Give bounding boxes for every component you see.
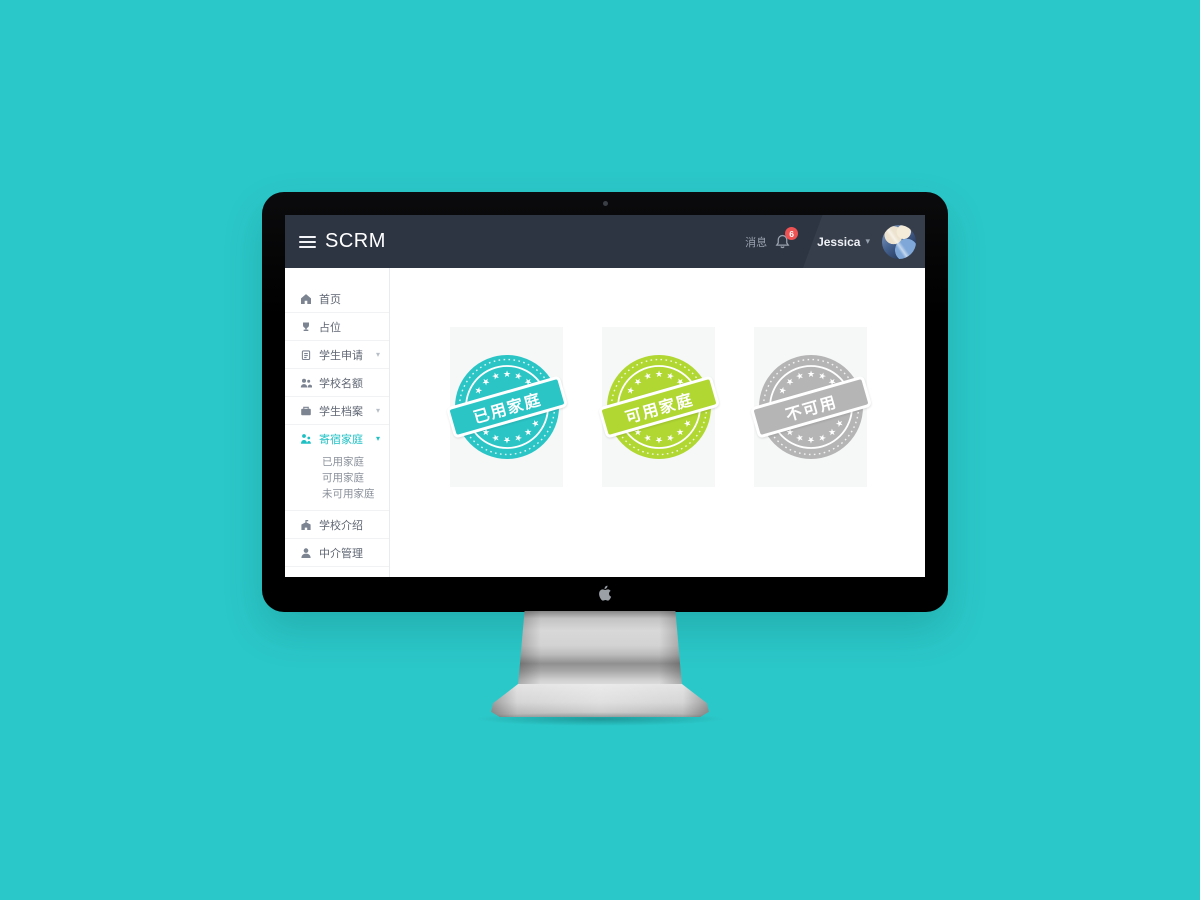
svg-text:★: ★ [806,369,814,379]
users-icon [300,377,312,389]
card-used-families[interactable]: ★★★★★★★★★★★★★★ 已用家庭 [445,327,568,487]
svg-text:★: ★ [502,369,510,379]
main-content: ★★★★★★★★★★★★★★ 已用家庭 ★★★★★★★★★★★★★★ [390,268,925,577]
svg-text:★: ★ [642,370,653,382]
svg-text:★: ★ [816,432,827,444]
svg-text:★: ★ [624,385,637,397]
svg-text:★: ★ [512,370,523,382]
home-icon [300,293,312,305]
svg-text:★: ★ [502,435,510,445]
svg-text:★: ★ [833,418,846,430]
apple-logo-icon [598,584,613,602]
clipboard-icon [300,349,312,361]
sidebar-item-school-quota[interactable]: 学校名额 [285,369,389,397]
sidebar-item-host-family[interactable]: 寄宿家庭 ▾ 已用家庭 可用家庭 未可用家庭 [285,425,389,511]
sidebar-item-student-files[interactable]: 学生档案 ▾ [285,397,389,425]
briefcase-icon [300,405,312,417]
sidebar-item-home[interactable]: 首页 [285,285,389,313]
monitor-stand-base [491,684,709,717]
monitor-shadow [475,712,725,726]
chevron-down-icon: ▾ [375,350,380,359]
svg-text:★: ★ [664,432,675,444]
sidebar-item-agency-management[interactable]: 中介管理 [285,539,389,567]
svg-text:★: ★ [806,435,814,445]
svg-text:★: ★ [642,432,653,444]
submenu-item-unavailable-families[interactable]: 未可用家庭 [322,488,375,500]
submenu-item-used-families[interactable]: 已用家庭 [322,456,364,468]
brand-logo: SCRM [325,230,386,252]
svg-text:★: ★ [490,432,501,444]
svg-text:★: ★ [490,370,501,382]
svg-text:★: ★ [664,370,675,382]
host-family-submenu: 已用家庭 可用家庭 未可用家庭 [285,452,389,510]
svg-text:★: ★ [794,370,805,382]
sidebar-item-label: 首页 [319,293,341,306]
sidebar-item-label: 学校介绍 [319,519,363,532]
sidebar-item-label: 学校名额 [319,377,363,390]
sidebar-item-label: 学生申请 [319,349,363,362]
app-header: SCRM 消息 6 Jessica ▾ [285,215,925,268]
svg-text:★: ★ [794,432,805,444]
card-available-families[interactable]: ★★★★★★★★★★★★★★ 可用家庭 [597,327,720,487]
sidebar-item-placeholder[interactable]: 占位 [285,313,389,341]
stamp-available-families: ★★★★★★★★★★★★★★ 可用家庭 [597,355,720,459]
messages-label[interactable]: 消息 [745,236,768,249]
sidebar-item-label: 中介管理 [319,547,363,560]
sidebar-item-label: 占位 [319,321,341,334]
svg-text:★: ★ [776,385,789,397]
sidebar-item-school-intro[interactable]: 学校介绍 [285,511,389,539]
family-icon [300,433,312,445]
hamburger-menu-icon[interactable] [299,235,316,248]
svg-text:★: ★ [529,418,542,430]
sidebar-item-label: 寄宿家庭 [319,433,363,446]
sidebar-item-label: 学生档案 [319,405,363,418]
user-avatar[interactable] [882,224,916,259]
notification-bell-icon[interactable]: 6 [774,227,799,250]
stamp-cards: ★★★★★★★★★★★★★★ 已用家庭 ★★★★★★★★★★★★★★ [390,268,925,487]
svg-text:★: ★ [654,369,662,379]
chevron-down-icon: ▾ [375,406,380,415]
svg-text:★: ★ [472,385,485,397]
svg-text:★: ★ [512,432,523,444]
notification-badge: 6 [785,227,799,240]
sidebar-item-student-application[interactable]: 学生申请 ▾ [285,341,389,369]
stamp-used-families: ★★★★★★★★★★★★★★ 已用家庭 [445,355,568,459]
svg-text:★: ★ [681,418,694,430]
stamp-unavailable: ★★★★★★★★★★★★★★ 不可用 [749,355,872,459]
screen: SCRM 消息 6 Jessica ▾ [285,215,925,577]
card-unavailable[interactable]: ★★★★★★★★★★★★★★ 不可用 [749,327,872,487]
sidebar: 首页 占位 [285,268,390,577]
user-dropdown-caret-icon[interactable]: ▾ [865,236,870,246]
monitor-stand-neck [518,611,682,686]
monitor-frame: SCRM 消息 6 Jessica ▾ [262,192,948,612]
trophy-icon [300,321,312,333]
chevron-down-icon: ▾ [375,434,380,443]
user-name[interactable]: Jessica [817,234,861,249]
svg-text:★: ★ [654,435,662,445]
submenu-item-available-families[interactable]: 可用家庭 [322,472,364,484]
svg-text:★: ★ [816,370,827,382]
person-icon [300,547,312,559]
header-right: 消息 6 Jessica ▾ [745,224,925,259]
school-building-icon [300,519,312,531]
camera-dot [603,201,608,206]
